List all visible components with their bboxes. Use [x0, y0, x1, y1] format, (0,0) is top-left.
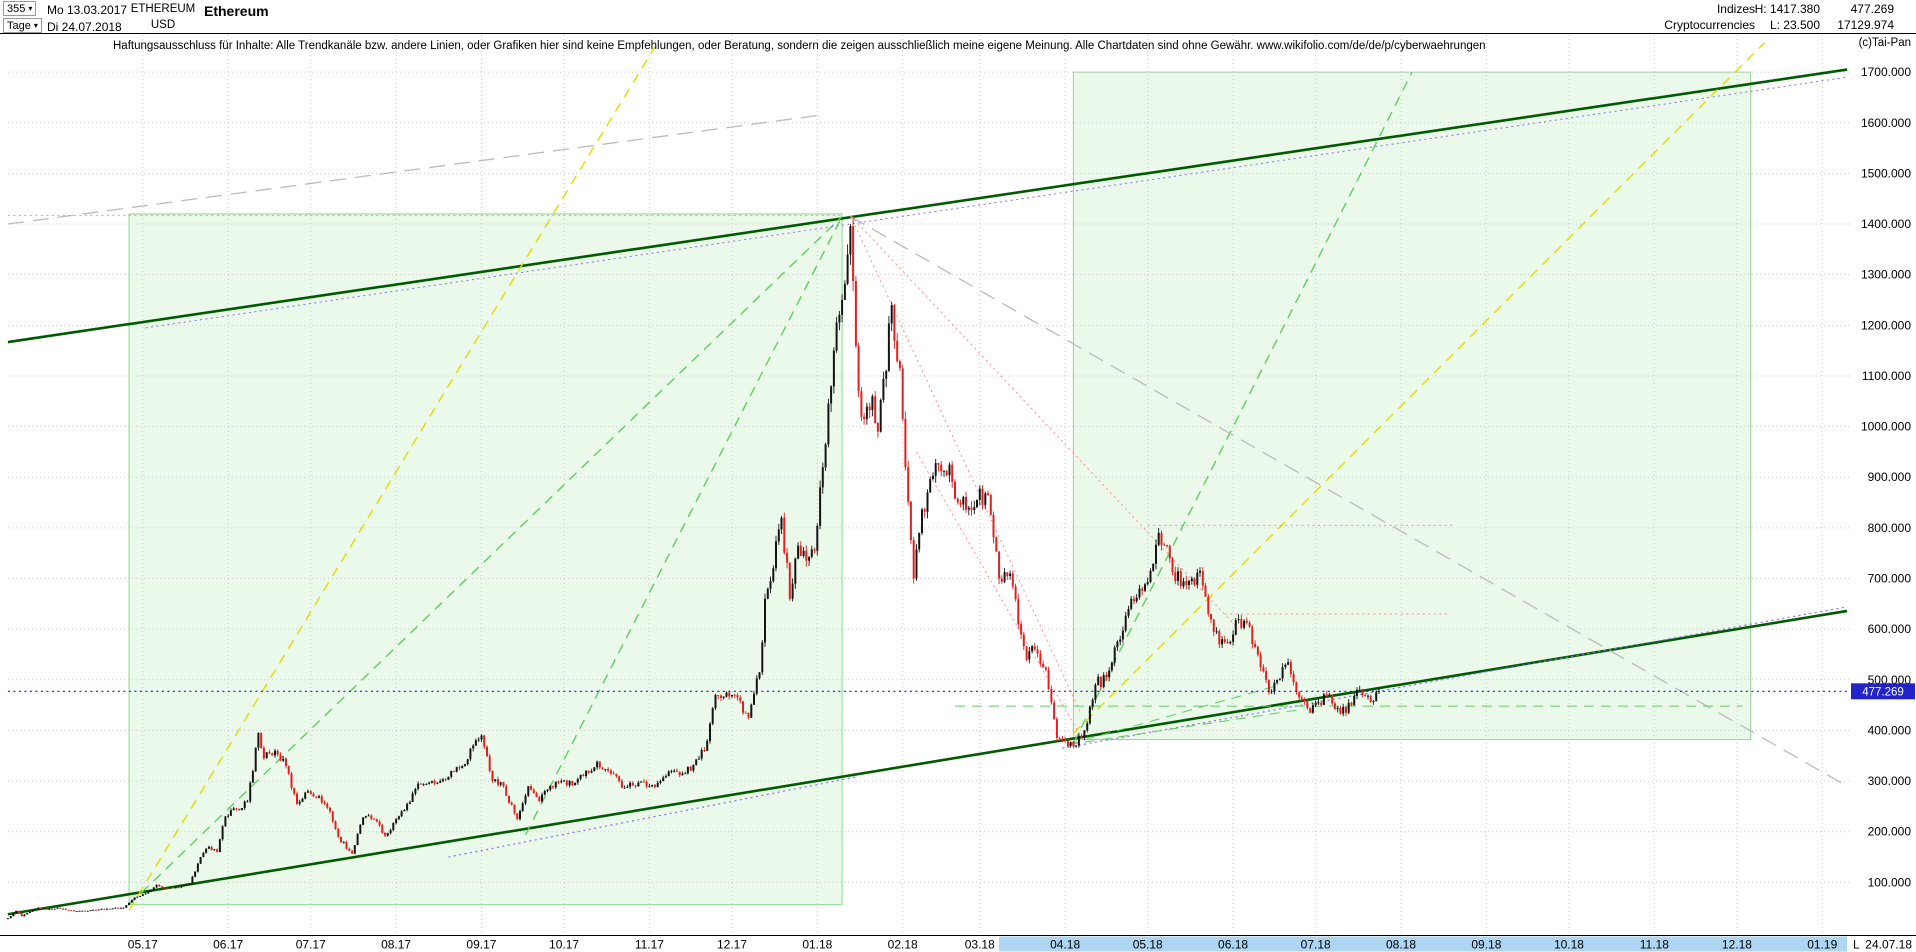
svg-text:07.18: 07.18 — [1301, 938, 1331, 952]
quote-values-block: 477.269 17129.974 — [1837, 1, 1894, 33]
svg-text:08.18: 08.18 — [1386, 938, 1416, 952]
svg-text:09.18: 09.18 — [1471, 938, 1501, 952]
instrument-block: ETHEREUM USD — [126, 1, 200, 33]
svg-text:09.17: 09.17 — [466, 938, 496, 952]
chevron-down-icon: ▾ — [28, 3, 33, 13]
red-downtrend-parallel — [916, 451, 1080, 734]
violet-support-2018 — [1062, 606, 1848, 749]
svg-text:1400.000: 1400.000 — [1861, 217, 1911, 231]
bars-count-value: 355 — [7, 2, 26, 15]
svg-text:04.18: 04.18 — [1050, 938, 1080, 952]
svg-text:600.000: 600.000 — [1868, 622, 1912, 636]
trend-regions — [128, 71, 1752, 906]
fan-line-2017-b — [524, 216, 843, 836]
svg-text:400.000: 400.000 — [1868, 723, 1912, 737]
svg-text:1700.000: 1700.000 — [1861, 65, 1911, 79]
svg-text:L: L — [1853, 938, 1860, 952]
chevron-down-icon: ▾ — [33, 20, 38, 30]
svg-text:11.18: 11.18 — [1640, 938, 1669, 952]
trend-lines — [7, 42, 1848, 916]
svg-text:200.000: 200.000 — [1868, 825, 1912, 839]
fan-line-2017-a — [128, 215, 843, 906]
instrument-title: Ethereum — [204, 3, 269, 19]
violet-upper-parallel — [145, 76, 1848, 329]
bars-count-selector[interactable]: 355 ▾ — [3, 1, 37, 16]
svg-text:1600.000: 1600.000 — [1861, 116, 1911, 130]
instrument-currency: USD — [150, 19, 176, 31]
axes: 100.000 200.000 300.000 400.000 500.000 600.0… — [0, 65, 1916, 952]
svg-text:01.18: 01.18 — [802, 938, 832, 952]
period-low-value: L: 23.500 — [1769, 18, 1820, 32]
range-start-date: Mo 13.03.2017 — [47, 3, 128, 17]
upper-trend-line — [7, 68, 1848, 344]
svg-text:1100.000: 1100.000 — [1862, 369, 1911, 383]
red-downtrend-b — [850, 215, 1239, 630]
yellow-fan-2018 — [1072, 42, 1765, 734]
secondary-value: 17129.974 — [1837, 18, 1894, 32]
svg-text:07.17: 07.17 — [296, 938, 326, 952]
time-axis-highlight — [999, 936, 1848, 952]
disclaimer-text: Haftungsausschluss für Inhalte: Alle Tre… — [113, 40, 1486, 52]
svg-text:500.000: 500.000 — [1868, 673, 1912, 687]
svg-text:10.18: 10.18 — [1554, 938, 1584, 952]
svg-text:1200.000: 1200.000 — [1861, 318, 1911, 332]
category-indizes[interactable]: Indizes — [1716, 2, 1755, 16]
svg-text:06.17: 06.17 — [213, 938, 243, 952]
timeframe-selector[interactable]: Tage ▾ — [3, 18, 42, 33]
svg-text:300.000: 300.000 — [1868, 774, 1912, 788]
svg-text:01.19: 01.19 — [1807, 938, 1837, 952]
last-price-value: 477.269 — [1850, 2, 1894, 16]
uptrend-box-2018 — [1072, 71, 1752, 741]
svg-text:1300.000: 1300.000 — [1861, 268, 1911, 282]
category-cryptocurrencies[interactable]: Cryptocurrencies — [1664, 18, 1755, 32]
candlesticks — [6, 217, 1380, 920]
svg-text:24.07.18: 24.07.18 — [1865, 938, 1912, 952]
category-list: Indizes Cryptocurrencies — [1664, 1, 1755, 33]
svg-text:06.18: 06.18 — [1218, 938, 1248, 952]
red-downtrend-a — [849, 215, 1083, 716]
svg-text:12.18: 12.18 — [1722, 938, 1752, 952]
svg-text:1000.000: 1000.000 — [1861, 420, 1911, 434]
svg-text:05.17: 05.17 — [128, 938, 158, 952]
range-end-date: Di 24.07.2018 — [47, 20, 122, 34]
green-fan-small-a — [1067, 684, 1281, 746]
uptrend-box-2017 — [128, 213, 843, 906]
grid — [8, 35, 1850, 935]
svg-text:12.17: 12.17 — [717, 938, 747, 952]
header-toolbar: 355 ▾ Mo 13.03.2017 Tage ▾ Di 24.07.2018 E… — [0, 0, 1916, 34]
timeframe-value: Tage — [7, 19, 31, 32]
last-price-tag — [1851, 683, 1915, 700]
high-low-block: H: 1417.380 L: 23.500 — [1755, 1, 1820, 33]
fan-line-2018-steep — [1072, 71, 1413, 744]
svg-text:477.269: 477.269 — [1862, 686, 1904, 698]
svg-text:900.000: 900.000 — [1868, 470, 1912, 484]
gray-upper-channel — [7, 114, 821, 225]
svg-text:11.17: 11.17 — [635, 938, 664, 952]
period-high-value: H: 1417.380 — [1754, 2, 1820, 16]
svg-text:03.18: 03.18 — [965, 938, 995, 952]
svg-text:05.18: 05.18 — [1133, 938, 1163, 952]
svg-text:700.000: 700.000 — [1868, 572, 1912, 586]
svg-text:1500.000: 1500.000 — [1861, 166, 1911, 180]
svg-text:800.000: 800.000 — [1868, 521, 1912, 535]
svg-text:02.18: 02.18 — [888, 938, 918, 952]
copyright-tai-pan: (c)Tai-Pan — [1858, 37, 1911, 49]
instrument-symbol: ETHEREUM — [130, 3, 196, 15]
svg-text:08.17: 08.17 — [381, 938, 411, 952]
green-fan-small-b — [1067, 709, 1297, 746]
svg-text:10.17: 10.17 — [549, 938, 579, 952]
yellow-fan-2017 — [128, 46, 656, 911]
svg-text:100.000: 100.000 — [1868, 875, 1912, 889]
